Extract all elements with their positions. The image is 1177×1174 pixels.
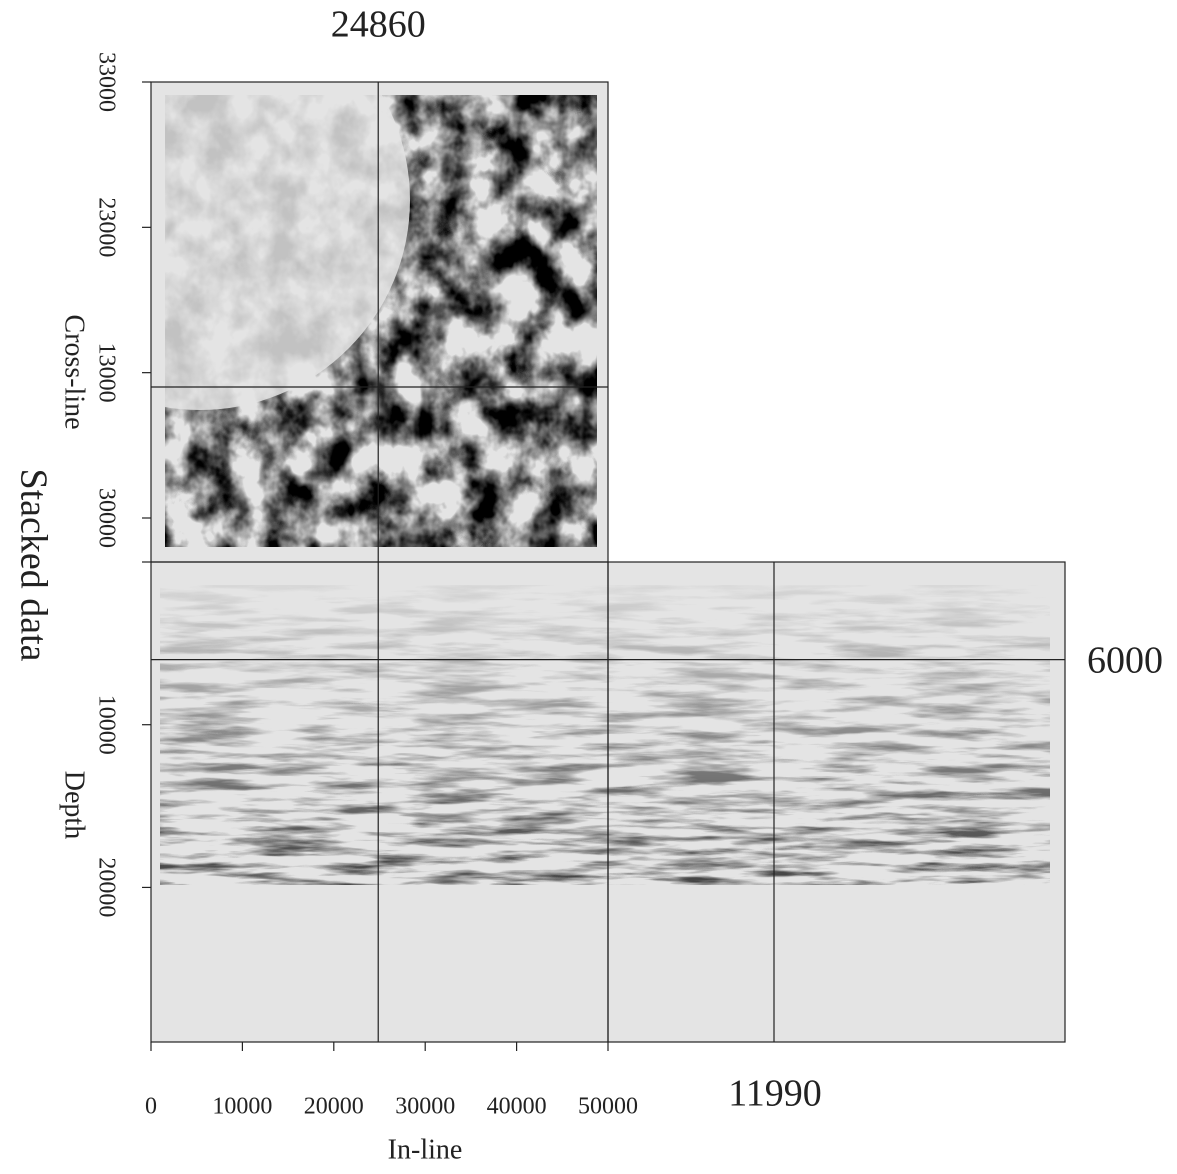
z-axis-label: Cross-line	[59, 314, 90, 429]
y-axis-label: Depth	[59, 771, 90, 839]
z-tick-label: 33000	[93, 52, 119, 112]
y-tick-label: 20000	[93, 857, 119, 917]
slice-z-label: 11990	[728, 1073, 822, 1115]
slice-y-label: 6000	[1087, 639, 1163, 681]
x-tick-label: 20000	[304, 1094, 364, 1120]
y-tick-label: 10000	[93, 695, 119, 755]
slice-x-label: 24860	[331, 4, 426, 46]
top-texture	[165, 95, 597, 547]
x-tick-label: 50000	[578, 1094, 638, 1120]
z-tick-label: 23000	[93, 197, 119, 257]
x-tick-label: 0	[145, 1094, 157, 1120]
x-tick-label: 10000	[212, 1094, 272, 1120]
x-axis-label: In-line	[388, 1134, 463, 1165]
front-texture	[160, 585, 1050, 885]
side-frame	[607, 561, 1066, 1043]
z-tick-label: 30000	[93, 488, 119, 548]
x-tick-label: 40000	[487, 1094, 547, 1120]
title: Stacked data	[12, 468, 54, 661]
x-tick-label: 30000	[395, 1094, 455, 1120]
z-tick-label: 13000	[93, 343, 119, 403]
